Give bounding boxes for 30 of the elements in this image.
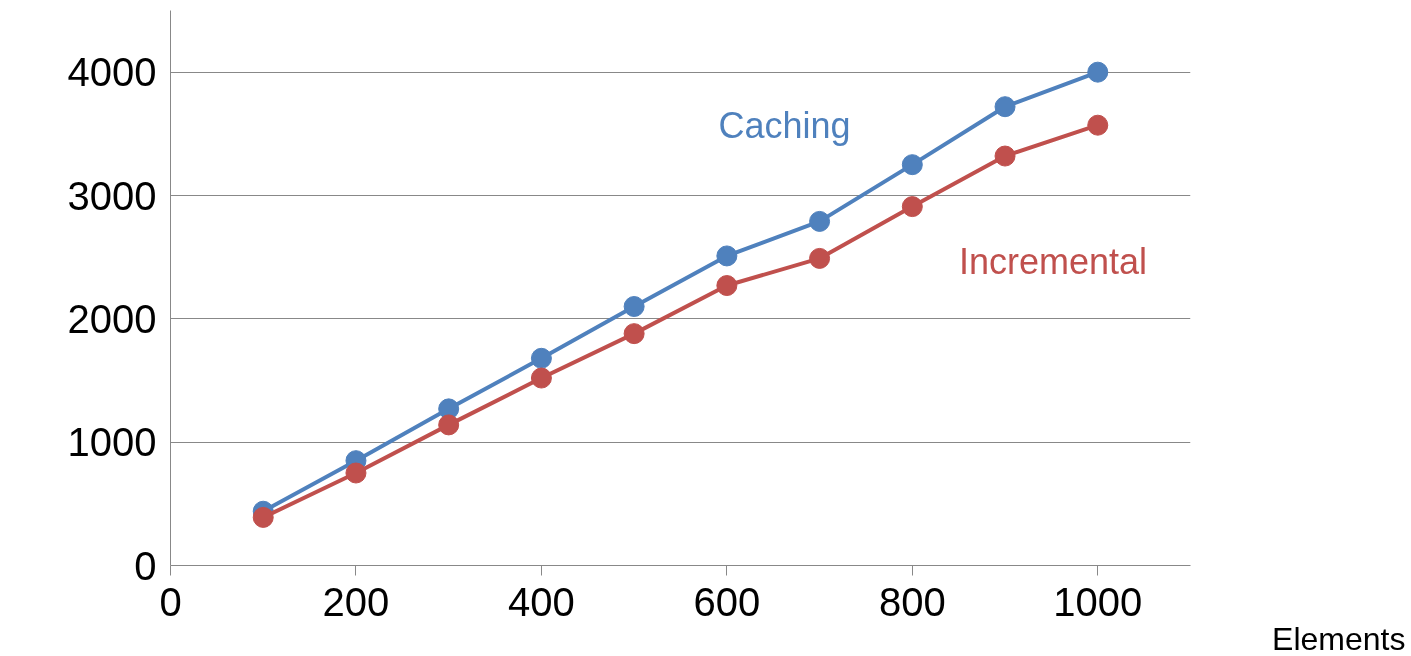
point: [1087, 61, 1109, 83]
series-label: Caching: [718, 104, 851, 146]
x-tick-label: 600: [693, 579, 761, 624]
x-tick-label: 400: [508, 579, 575, 624]
point: [901, 196, 923, 218]
series-label: Incremental: [959, 240, 1148, 282]
y-tick-label: 1000: [67, 420, 157, 465]
point: [994, 96, 1016, 118]
x-axis-title: Elements: [1272, 620, 1406, 656]
point: [716, 275, 738, 297]
y-tick-label: 4000: [67, 50, 157, 95]
y-tick-label: 0: [134, 543, 157, 588]
x-tick-label: 1000: [1053, 579, 1143, 624]
point: [623, 323, 645, 345]
point: [1087, 114, 1109, 136]
y-tick-label: 2000: [67, 296, 157, 341]
point: [530, 367, 552, 389]
point: [623, 296, 645, 317]
point: [530, 347, 552, 369]
point: [252, 506, 274, 528]
point: [809, 247, 831, 269]
y-tick-label: 3000: [67, 173, 157, 218]
point: [716, 245, 738, 267]
point: [438, 414, 460, 436]
x-tick-label: 200: [322, 579, 390, 624]
point: [994, 145, 1016, 167]
x-tick-label: 800: [878, 579, 946, 624]
point: [809, 210, 831, 232]
point: [901, 154, 923, 176]
point: [345, 462, 367, 484]
